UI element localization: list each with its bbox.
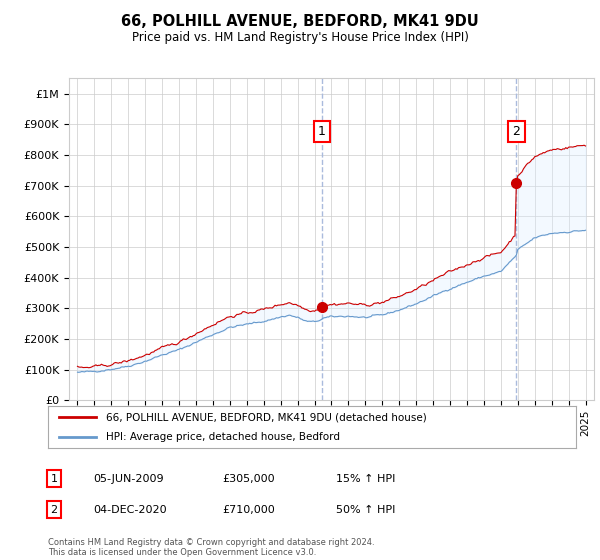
Text: £305,000: £305,000 [222,474,275,484]
Text: 1: 1 [318,125,326,138]
Text: Price paid vs. HM Land Registry's House Price Index (HPI): Price paid vs. HM Land Registry's House … [131,31,469,44]
Text: 50% ↑ HPI: 50% ↑ HPI [336,505,395,515]
Text: 2: 2 [512,125,520,138]
Text: £710,000: £710,000 [222,505,275,515]
Text: 04-DEC-2020: 04-DEC-2020 [93,505,167,515]
Text: HPI: Average price, detached house, Bedford: HPI: Average price, detached house, Bedf… [106,432,340,442]
Text: 1: 1 [50,474,58,484]
Text: 66, POLHILL AVENUE, BEDFORD, MK41 9DU: 66, POLHILL AVENUE, BEDFORD, MK41 9DU [121,14,479,29]
Text: 05-JUN-2009: 05-JUN-2009 [93,474,164,484]
Text: Contains HM Land Registry data © Crown copyright and database right 2024.
This d: Contains HM Land Registry data © Crown c… [48,538,374,557]
Text: 66, POLHILL AVENUE, BEDFORD, MK41 9DU (detached house): 66, POLHILL AVENUE, BEDFORD, MK41 9DU (d… [106,412,427,422]
Text: 2: 2 [50,505,58,515]
Text: 15% ↑ HPI: 15% ↑ HPI [336,474,395,484]
